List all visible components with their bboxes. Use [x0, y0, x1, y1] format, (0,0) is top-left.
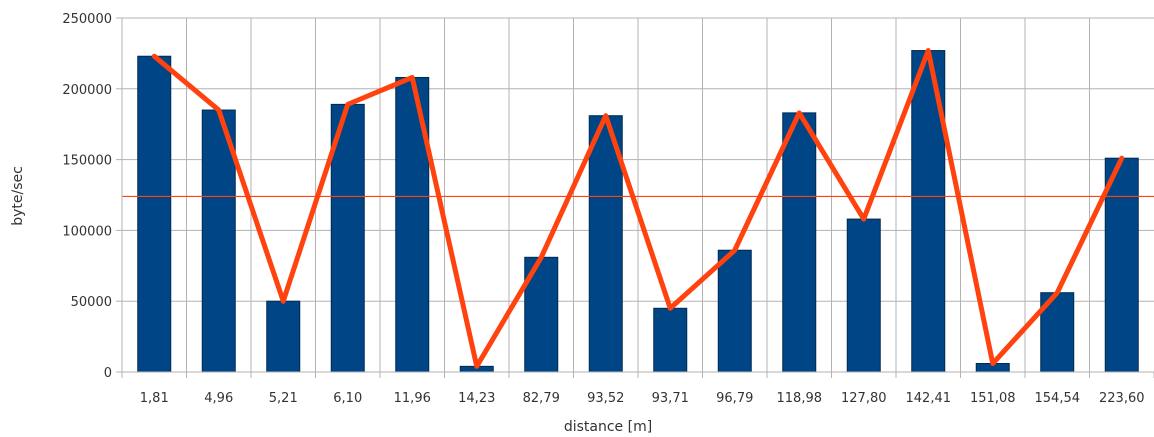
x-tick-label: 154,54 — [1035, 391, 1081, 406]
y-tick-labels: 0 50000 100000 150000 200000 250000 — [62, 12, 112, 381]
x-tick-label: 11,96 — [394, 391, 431, 406]
bar — [266, 300, 301, 373]
y-axis-title: byte/sec — [10, 166, 26, 226]
x-tick-label: 6,10 — [333, 391, 362, 406]
bar — [1104, 157, 1139, 373]
x-tick-label: 127,80 — [841, 391, 887, 406]
bar — [782, 112, 817, 373]
x-axis-title: distance [m] — [564, 419, 652, 435]
bar — [846, 218, 881, 373]
y-tick-label: 0 — [104, 366, 112, 381]
x-tick-label: 223,60 — [1099, 391, 1145, 406]
bar — [201, 109, 236, 373]
bar — [330, 103, 365, 373]
y-tick-label: 200000 — [62, 83, 112, 98]
x-tick-label: 142,41 — [906, 391, 952, 406]
x-tick-label: 1,81 — [140, 391, 169, 406]
bar — [588, 115, 623, 373]
line-series-path — [151, 48, 1125, 369]
x-tick-label: 118,98 — [777, 391, 823, 406]
x-tick-label: 5,21 — [269, 391, 298, 406]
y-tick-label: 150000 — [62, 154, 112, 169]
x-tick-label: 96,79 — [716, 391, 753, 406]
x-tick-labels: 1,81 4,96 5,21 6,10 11,96 14,23 82,79 93,52 93,7… — [140, 391, 1145, 406]
bar — [717, 249, 752, 373]
line-series — [151, 48, 1125, 369]
y-tick-label: 250000 — [62, 12, 112, 27]
x-tick-label: 93,71 — [652, 391, 689, 406]
y-tick-label: 50000 — [71, 295, 112, 310]
x-tick-label: 82,79 — [523, 391, 560, 406]
bars — [137, 50, 1139, 373]
x-tick-label: 151,08 — [970, 391, 1016, 406]
x-tick-label: 14,23 — [458, 391, 495, 406]
x-tick-label: 4,96 — [204, 391, 233, 406]
x-tick-label: 93,52 — [587, 391, 624, 406]
bar — [653, 307, 688, 373]
axes — [116, 17, 1154, 378]
bar — [137, 55, 172, 373]
y-tick-label: 100000 — [62, 224, 112, 239]
